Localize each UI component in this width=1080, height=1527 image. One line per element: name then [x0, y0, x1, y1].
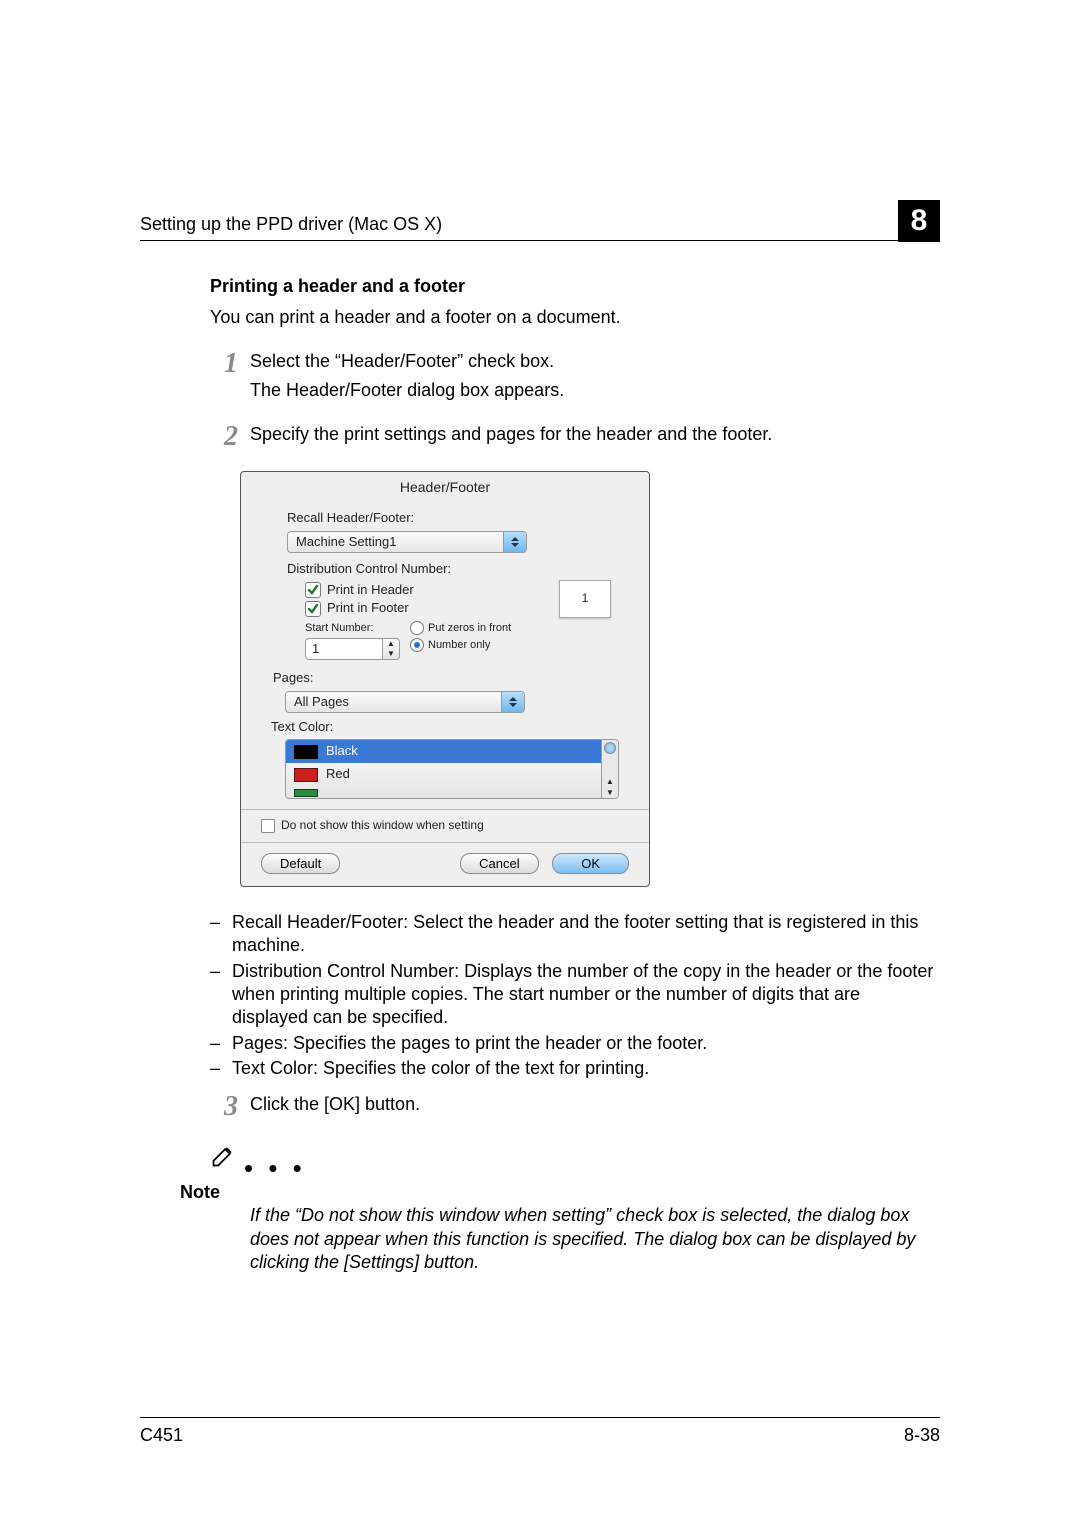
preview-box: 1	[559, 580, 611, 618]
print-header-label: Print in Header	[327, 582, 414, 599]
print-footer-label: Print in Footer	[327, 600, 409, 617]
step-3: 3 Click the [OK] button.	[210, 1093, 940, 1121]
footer-page-number: 8-38	[904, 1424, 940, 1447]
dcn-label: Distribution Control Number:	[287, 561, 603, 578]
definition-list: –Recall Header/Footer: Select the header…	[140, 911, 940, 1081]
stepper-up-icon[interactable]: ▲	[383, 639, 399, 649]
page-footer: C451 8-38	[140, 1417, 940, 1447]
stepper-down-icon[interactable]: ▼	[383, 649, 399, 659]
scroll-thumb-icon	[604, 742, 616, 754]
header-footer-dialog: Header/Footer Recall Header/Footer: Mach…	[240, 471, 650, 887]
cancel-button[interactable]: Cancel	[460, 853, 538, 874]
scroll-up-icon[interactable]: ▲	[606, 777, 614, 787]
step-text: The Header/Footer dialog box appears.	[250, 379, 940, 402]
ok-button[interactable]: OK	[552, 853, 629, 874]
bullet-text: Pages: Specifies the pages to print the …	[232, 1032, 707, 1055]
number-only-label: Number only	[428, 638, 490, 652]
do-not-show-row: Do not show this window when setting	[241, 809, 649, 843]
color-item-extra[interactable]	[286, 786, 601, 798]
dash-icon: –	[210, 1032, 232, 1055]
pages-label: Pages:	[271, 670, 619, 687]
color-item-black[interactable]: Black	[286, 740, 601, 763]
pages-select[interactable]: All Pages	[285, 691, 525, 713]
dash-icon: –	[210, 911, 232, 958]
bullet-text: Recall Header/Footer: Select the header …	[232, 911, 940, 958]
step-text: Specify the print settings and pages for…	[250, 423, 940, 446]
stepper-arrows[interactable]: ▲ ▼	[383, 638, 400, 660]
do-not-show-checkbox[interactable]	[261, 819, 275, 833]
swatch-red-icon	[294, 768, 318, 782]
step-number: 1	[210, 350, 238, 378]
dots-icon: • • •	[244, 1162, 306, 1175]
text-color-list[interactable]: Black Red ▲ ▼	[285, 739, 619, 799]
scroll-down-icon[interactable]: ▼	[606, 788, 614, 798]
put-zeros-label: Put zeros in front	[428, 621, 511, 635]
pencil-icon	[210, 1141, 238, 1175]
print-header-checkbox[interactable]	[305, 582, 321, 598]
text-color-label: Text Color:	[271, 719, 619, 736]
select-arrow-icon	[501, 692, 524, 712]
color-red-label: Red	[326, 766, 350, 783]
recall-select[interactable]: Machine Setting1	[287, 531, 527, 553]
note-block: • • •	[140, 1141, 940, 1175]
swatch-green-icon	[294, 789, 318, 797]
step-text: Click the [OK] button.	[250, 1093, 940, 1116]
number-only-radio[interactable]	[410, 638, 424, 652]
recall-value: Machine Setting1	[288, 532, 503, 552]
color-scrollbar[interactable]: ▲ ▼	[601, 740, 618, 798]
color-item-red[interactable]: Red	[286, 763, 601, 786]
print-footer-checkbox[interactable]	[305, 601, 321, 617]
bullet-text: Text Color: Specifies the color of the t…	[232, 1057, 649, 1080]
footer-model: C451	[140, 1424, 183, 1447]
step-2: 2 Specify the print settings and pages f…	[210, 423, 940, 451]
swatch-black-icon	[294, 745, 318, 759]
page-header: Setting up the PPD driver (Mac OS X) 8	[140, 200, 940, 241]
manual-page: Setting up the PPD driver (Mac OS X) 8 P…	[0, 0, 1080, 1527]
dash-icon: –	[210, 960, 232, 1030]
select-arrow-icon	[503, 532, 526, 552]
step-number: 3	[210, 1093, 238, 1121]
recall-label: Recall Header/Footer:	[287, 510, 603, 527]
put-zeros-radio[interactable]	[410, 621, 424, 635]
dialog-title: Header/Footer	[241, 472, 649, 510]
bullet-text: Distribution Control Number: Displays th…	[232, 960, 940, 1030]
note-label: Note	[140, 1181, 940, 1204]
section-intro: You can print a header and a footer on a…	[210, 306, 940, 329]
dialog-screenshot: Header/Footer Recall Header/Footer: Mach…	[140, 471, 940, 887]
section: Printing a header and a footer You can p…	[140, 275, 940, 451]
pages-value: All Pages	[286, 692, 501, 712]
step-text: Select the “Header/Footer” check box.	[250, 350, 940, 373]
chapter-number: 8	[898, 200, 940, 242]
color-black-label: Black	[326, 743, 358, 760]
do-not-show-label: Do not show this window when setting	[281, 818, 484, 834]
section-heading: Printing a header and a footer	[210, 275, 940, 298]
dash-icon: –	[210, 1057, 232, 1080]
step-number: 2	[210, 423, 238, 451]
start-number-field[interactable]: 1	[305, 638, 383, 660]
note-body: If the “Do not show this window when set…	[140, 1204, 940, 1274]
start-number-label: Start Number:	[305, 621, 400, 635]
header-title: Setting up the PPD driver (Mac OS X)	[140, 213, 442, 236]
step-1: 1 Select the “Header/Footer” check box. …	[210, 350, 940, 403]
default-button[interactable]: Default	[261, 853, 340, 874]
